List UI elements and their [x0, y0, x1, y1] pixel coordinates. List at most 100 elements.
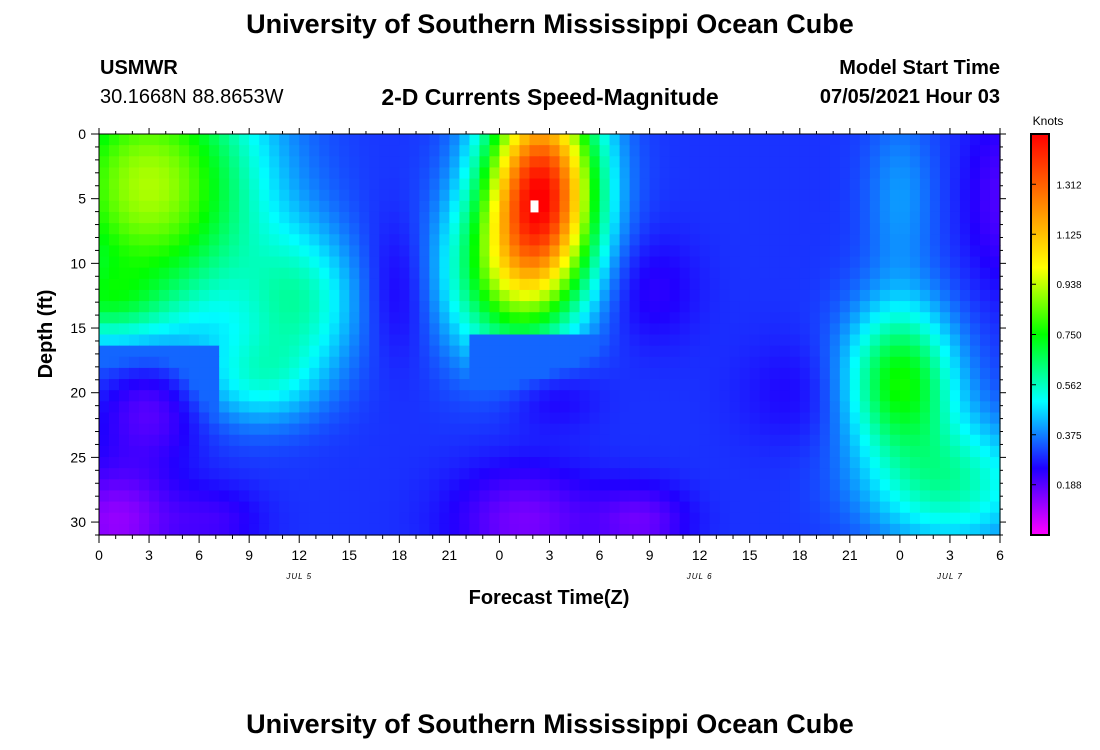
heatmap-cell	[529, 445, 541, 458]
heatmap-cell	[899, 323, 911, 336]
heatmap-cell	[769, 189, 781, 202]
heatmap-cell	[639, 189, 651, 202]
heatmap-cell	[809, 256, 821, 269]
heatmap-cell	[989, 356, 1001, 369]
heatmap-cell	[209, 379, 220, 391]
heatmap-cell	[139, 345, 150, 358]
heatmap-cell	[159, 223, 170, 235]
heatmap-cell	[929, 278, 941, 291]
heatmap-cell	[649, 256, 661, 269]
heatmap-cell	[689, 200, 701, 213]
heatmap-cell	[809, 323, 821, 336]
heatmap-cell	[339, 523, 350, 536]
heatmap-cell	[219, 256, 230, 269]
heatmap-cell	[269, 245, 280, 258]
heatmap-cell	[819, 134, 831, 146]
heatmap-cell	[189, 278, 200, 291]
heatmap-cell	[419, 245, 430, 258]
heatmap-cell	[409, 490, 420, 503]
heatmap-cell	[889, 289, 901, 302]
heatmap-cell	[359, 401, 370, 414]
heatmap-cell	[719, 512, 731, 525]
heatmap-cell	[589, 379, 601, 391]
heatmap-cell	[159, 301, 170, 313]
heatmap-cell	[769, 301, 781, 313]
heatmap-cell	[629, 345, 641, 358]
heatmap-cell	[369, 323, 380, 336]
heatmap-cell	[329, 278, 340, 291]
heatmap-cell	[899, 490, 911, 503]
heatmap-cell	[179, 278, 190, 291]
heatmap-cell	[639, 412, 651, 425]
heatmap-cell	[799, 445, 811, 458]
heatmap-cell	[919, 468, 931, 480]
heatmap-cell	[469, 267, 481, 280]
heatmap-cell	[499, 178, 511, 191]
heatmap-cell	[559, 379, 571, 391]
heatmap-cell	[239, 278, 250, 291]
heatmap-cell	[779, 167, 791, 180]
heatmap-cell	[179, 523, 190, 536]
heatmap-cell	[989, 479, 1001, 492]
heatmap-cell	[649, 189, 661, 202]
heatmap-cell	[529, 267, 541, 280]
heatmap-cell	[289, 234, 300, 246]
heatmap-cell	[459, 189, 471, 202]
heatmap-cell	[469, 490, 481, 503]
heatmap-cell	[839, 156, 851, 169]
heatmap-cell	[449, 178, 460, 191]
heatmap-cell	[959, 334, 971, 347]
heatmap-cell	[509, 156, 521, 169]
heatmap-cell	[899, 390, 911, 402]
heatmap-cell	[629, 156, 641, 169]
heatmap-cell	[439, 200, 450, 213]
heatmap-cell	[869, 323, 881, 336]
heatmap-cell	[329, 445, 340, 458]
heatmap-cell	[569, 223, 581, 235]
heatmap-cell	[319, 145, 330, 157]
heatmap-cell	[619, 367, 631, 380]
heatmap-cell	[749, 412, 761, 425]
heatmap-cell	[339, 490, 350, 503]
heatmap-cell	[109, 356, 120, 369]
heatmap-cell	[669, 367, 681, 380]
heatmap-cell	[799, 345, 811, 358]
heatmap-cell	[159, 245, 170, 258]
heatmap-cell	[669, 200, 681, 213]
heatmap-cell	[899, 501, 911, 514]
heatmap-cell	[379, 234, 390, 246]
heatmap-cell	[589, 178, 601, 191]
heatmap-cell	[719, 278, 731, 291]
heatmap-cell	[949, 356, 961, 369]
heatmap-cell	[359, 434, 370, 447]
heatmap-cell	[319, 189, 330, 202]
heatmap-cell	[549, 390, 561, 402]
heatmap-cell	[359, 189, 370, 202]
heatmap-cell	[139, 301, 150, 313]
heatmap-cell	[179, 468, 190, 480]
heatmap-cell	[709, 312, 721, 324]
heatmap-cell	[269, 423, 280, 436]
heatmap-cell	[909, 501, 921, 514]
heatmap-cell	[669, 267, 681, 280]
heatmap-cell	[499, 301, 511, 313]
heatmap-cell	[389, 457, 400, 469]
heatmap-cell	[349, 401, 360, 414]
heatmap-cell	[799, 234, 811, 246]
heatmap-cell	[149, 223, 160, 235]
heatmap-cell	[929, 457, 941, 469]
heatmap-cell	[639, 479, 651, 492]
heatmap-cell	[919, 189, 931, 202]
heatmap-cell	[389, 301, 400, 313]
heatmap-cell	[819, 379, 831, 391]
heatmap-cell	[479, 211, 491, 224]
heatmap-cell	[549, 211, 561, 224]
heatmap-cell	[799, 479, 811, 492]
heatmap-cell	[239, 256, 250, 269]
heatmap-cell	[319, 134, 330, 146]
heatmap-cell	[719, 323, 731, 336]
heatmap-cell	[129, 367, 140, 380]
heatmap-cell	[409, 223, 420, 235]
heatmap-cell	[339, 479, 350, 492]
heatmap-cell	[589, 211, 601, 224]
